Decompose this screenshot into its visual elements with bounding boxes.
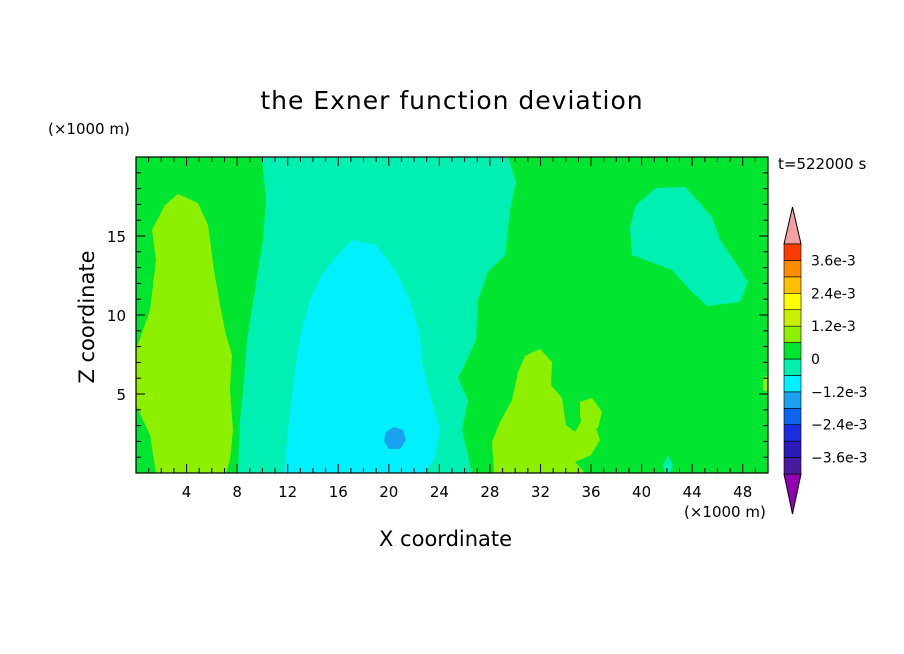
x-tick-label: 8 — [232, 483, 242, 501]
x-tick-label: 48 — [733, 483, 752, 501]
x-tick-label: 40 — [632, 483, 651, 501]
colorbar-bin — [783, 424, 802, 442]
colorbar-bin — [783, 407, 802, 426]
y-axis-label: Z coordinate — [75, 250, 99, 384]
colorbar-bin — [783, 260, 802, 278]
y-axis-unit: (×1000 m) — [48, 120, 130, 138]
colorbar-bin — [783, 342, 802, 360]
x-tick-label: 12 — [278, 483, 297, 501]
colorbar-label: −2.4e-3 — [811, 418, 868, 434]
colorbar-upper-arrow — [783, 206, 802, 245]
colorbar-bin — [783, 309, 802, 327]
colorbar-label: 2.4e-3 — [811, 286, 856, 302]
x-tick-label: 24 — [430, 483, 449, 501]
x-tick-label: 20 — [379, 483, 398, 501]
colorbar-label: −1.2e-3 — [811, 385, 868, 401]
field-positive-small-patch — [580, 398, 602, 430]
colorbar-label: −3.6e-3 — [811, 451, 868, 467]
field-negative-speck — [663, 455, 673, 473]
field-negative-right-patch — [630, 187, 748, 306]
colorbar-bin — [783, 358, 802, 376]
x-axis-label: X coordinate — [379, 527, 513, 551]
colorbar-bin — [783, 440, 802, 458]
y-tick-label: 15 — [107, 228, 126, 246]
colorbar-lower-arrow — [783, 473, 802, 515]
field-positive-bottom-patch — [492, 349, 600, 473]
contour-field — [136, 157, 768, 473]
x-tick-label: 36 — [581, 483, 600, 501]
x-tick-label: 4 — [182, 483, 192, 501]
field-positive-left-column — [136, 194, 233, 473]
chart-title: the Exner function deviation — [260, 86, 644, 115]
colorbar-bin — [783, 292, 802, 311]
x-tick-label: 28 — [480, 483, 499, 501]
colorbar-bin — [783, 391, 802, 409]
y-tick-label: 5 — [116, 386, 126, 404]
colorbar-bin — [783, 243, 802, 261]
y-tick-label: 10 — [107, 307, 126, 325]
colorbar-bin — [783, 276, 802, 294]
colorbar-label: 3.6e-3 — [811, 253, 856, 269]
colorbar-label: 0 — [811, 352, 820, 368]
colorbar-label: 1.2e-3 — [811, 319, 856, 335]
colorbar-bin — [783, 375, 802, 393]
colorbar-bin — [783, 457, 802, 475]
x-tick-label: 44 — [683, 483, 702, 501]
colorbar-bin — [783, 325, 802, 343]
x-axis-unit: (×1000 m) — [684, 503, 766, 521]
x-tick-label: 32 — [531, 483, 550, 501]
time-label: t=522000 s — [778, 155, 867, 173]
field-negative-minimum — [384, 427, 406, 449]
x-tick-label: 16 — [329, 483, 348, 501]
